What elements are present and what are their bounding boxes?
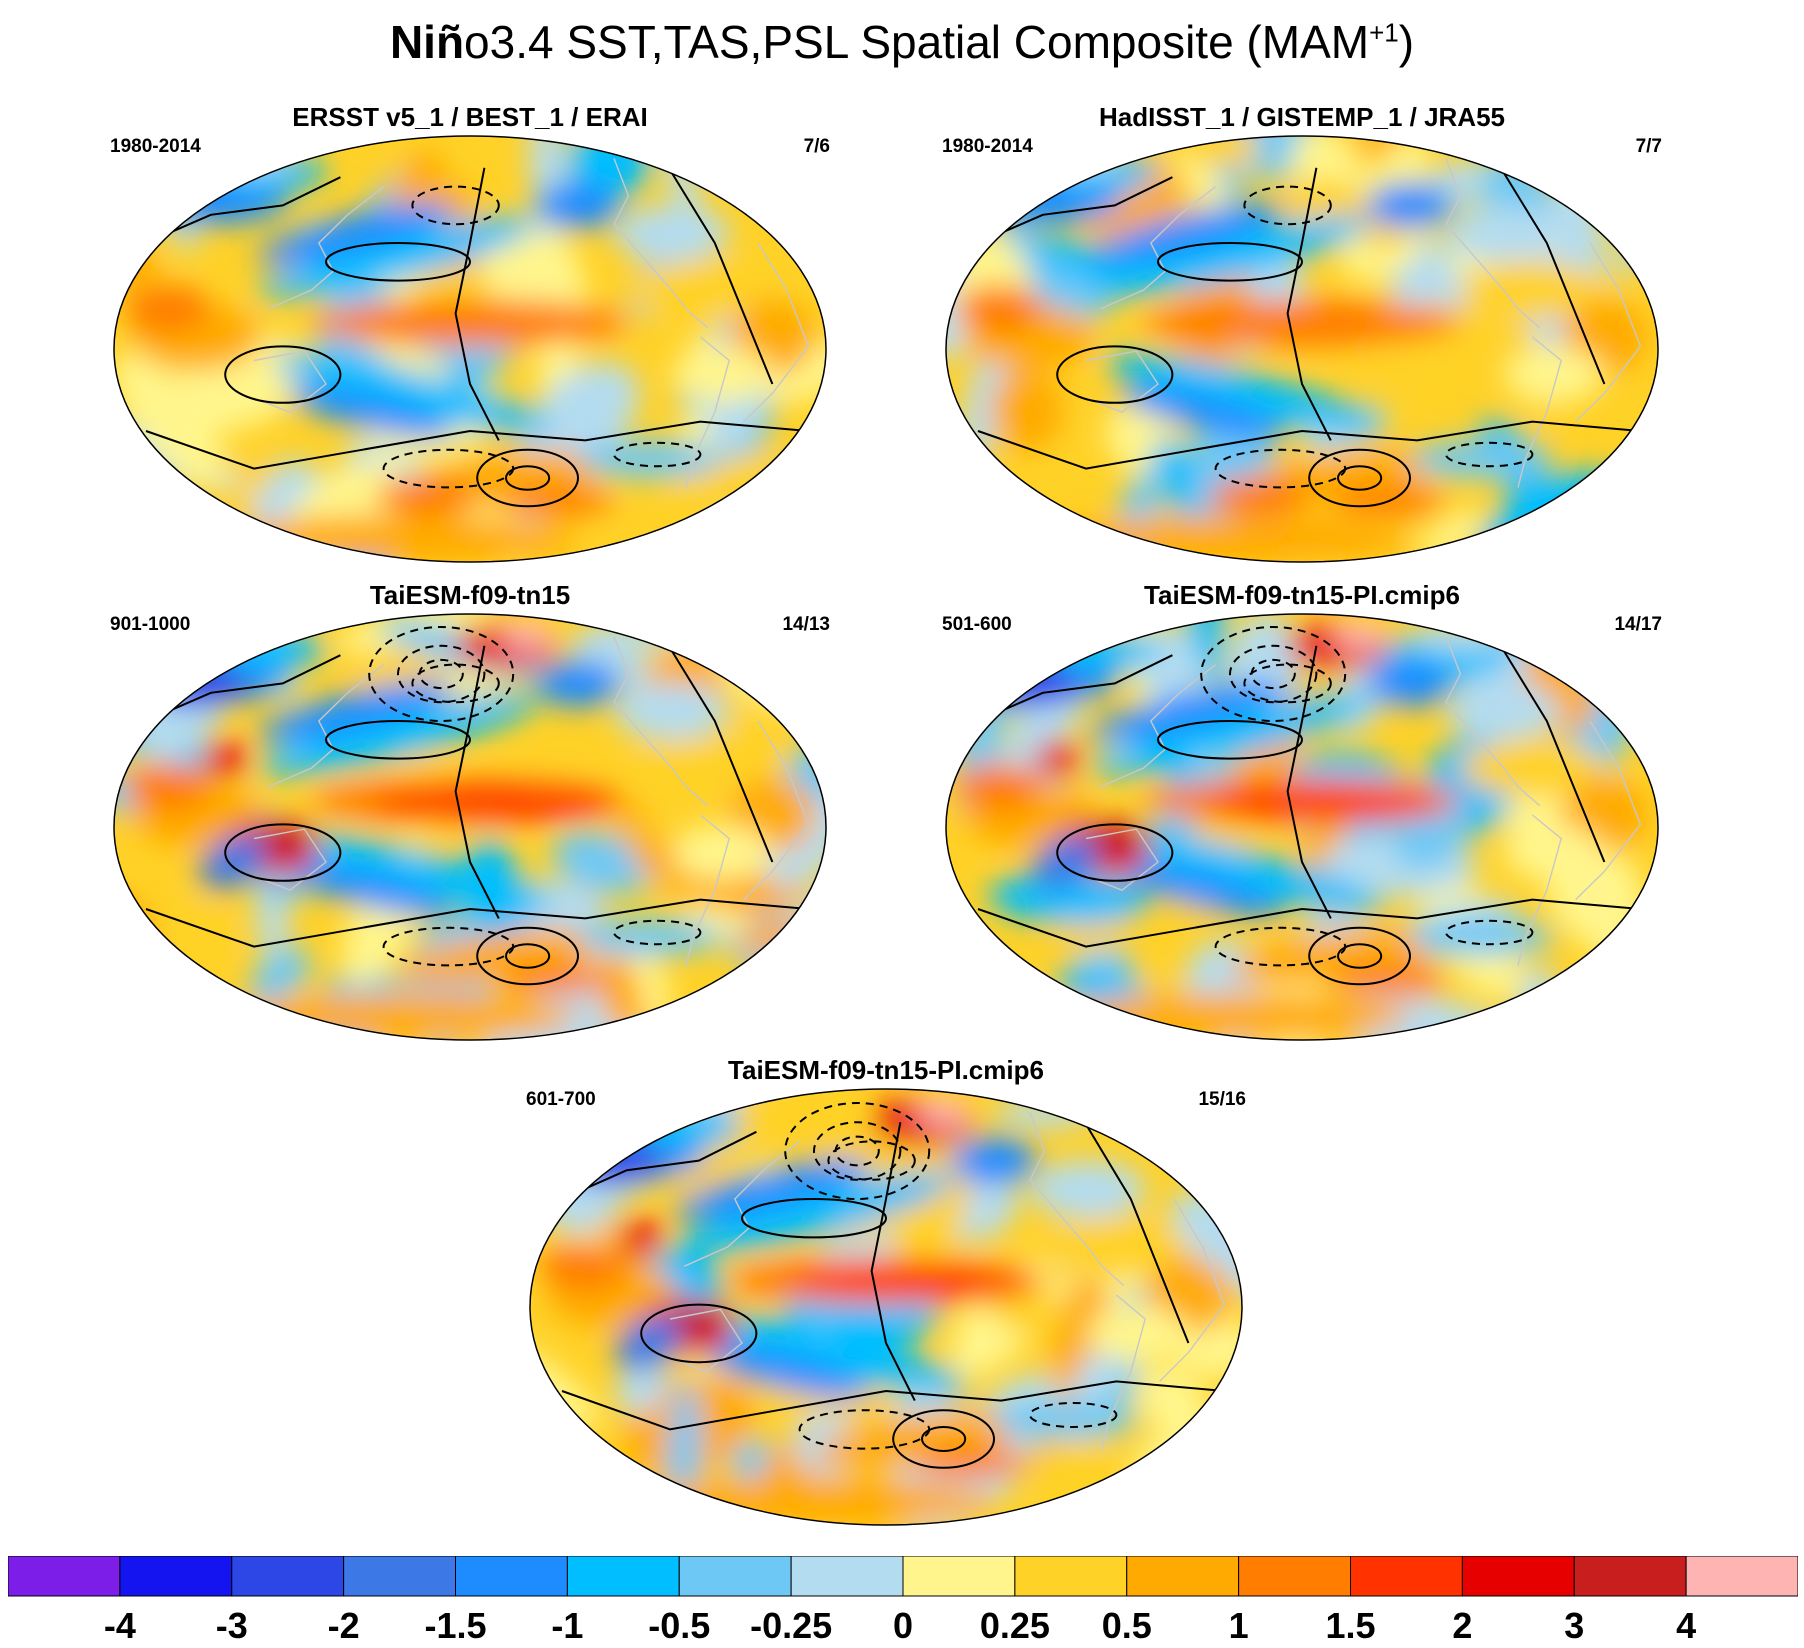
colorbar-swatch [1126, 1556, 1240, 1597]
map-outline [529, 1088, 1243, 1526]
field-layer [114, 614, 826, 1040]
colorbar-swatch [1573, 1556, 1687, 1597]
map-outline [945, 613, 1659, 1041]
count-label: 7/7 [1635, 136, 1662, 157]
colorbar-tick-label: 3 [1564, 1605, 1585, 1646]
map-taiesm-pi-a [945, 613, 1659, 1041]
panel-title: HadISST_1 / GISTEMP_1 / JRA55 [1098, 102, 1506, 132]
colorbar-tick-label: 0.25 [979, 1605, 1050, 1646]
title-close: ) [1398, 16, 1415, 68]
colorbar-swatch [1685, 1556, 1798, 1597]
count-label: 7/6 [803, 136, 830, 157]
colorbar-swatch [678, 1556, 792, 1597]
colorbar-tick-label: 1.5 [1325, 1605, 1376, 1646]
count-label: 14/17 [1614, 614, 1662, 635]
colorbar-swatch [790, 1556, 904, 1597]
colorbar-swatch [455, 1556, 568, 1597]
period-label: 601-700 [526, 1089, 596, 1110]
colorbar-swatch [1350, 1556, 1463, 1597]
colorbar-tick-label: 4 [1676, 1605, 1697, 1646]
field-layer [946, 614, 1658, 1040]
map-outline [113, 135, 827, 563]
map-ersst [113, 135, 827, 563]
map-outline [945, 135, 1659, 563]
colorbar-tick-label: 0 [892, 1605, 914, 1646]
colorbar-swatch [343, 1556, 456, 1597]
colorbar-tick-label: -4 [103, 1605, 136, 1646]
count-label: 14/13 [782, 614, 830, 635]
main-title: Niño3.4 SST,TAS,PSL Spatial Composite (M… [0, 14, 1804, 70]
map-panel-taiesm-pi-a: TaiESM-f09-tn15-PI.cmip6 501-600 14/17 [942, 580, 1662, 1050]
period-label: 1980-2014 [942, 136, 1033, 157]
panel-title: TaiESM-f09-tn15-PI.cmip6 [728, 1055, 1044, 1085]
colorbar-tick-label: 1 [1228, 1605, 1249, 1646]
title-text: o3.4 SST,TAS,PSL Spatial Composite (MAM [464, 16, 1370, 68]
map-outline [113, 613, 827, 1041]
field-layer [946, 136, 1658, 562]
count-label: 15/16 [1198, 1089, 1246, 1110]
map-hadisst [945, 135, 1659, 563]
colorbar-swatch [902, 1556, 1016, 1597]
map-panel-ersst: ERSST v5_1 / BEST_1 / ERAI 1980-2014 7/6 [110, 102, 830, 572]
title-bold: Niñ [389, 16, 465, 68]
map-panel-taiesm: TaiESM-f09-tn15 901-1000 14/13 [110, 580, 830, 1050]
panel-title: TaiESM-f09-tn15-PI.cmip6 [1144, 580, 1460, 610]
colorbar-swatch [566, 1556, 680, 1597]
colorbar-tick-label: 2 [1452, 1605, 1473, 1646]
colorbar-swatch [1014, 1556, 1128, 1597]
period-label: 1980-2014 [110, 136, 201, 157]
colorbar-tick-label: -0.5 [648, 1605, 711, 1646]
colorbar-tick-label: -1.5 [424, 1605, 487, 1646]
field-layer [530, 1089, 1242, 1525]
colorbar-tick-label: -3 [215, 1605, 248, 1646]
panel-title: ERSST v5_1 / BEST_1 / ERAI [292, 102, 648, 132]
colorbar-tick-label: -1 [551, 1605, 584, 1646]
map-panel-hadisst: HadISST_1 / GISTEMP_1 / JRA55 1980-2014 … [942, 102, 1662, 572]
map-taiesm [113, 613, 827, 1041]
period-label: 901-1000 [110, 614, 191, 635]
colorbar-tick-label: -0.25 [750, 1605, 833, 1646]
map-taiesm-pi-b [529, 1088, 1243, 1526]
map-panel-taiesm-pi-b: TaiESM-f09-tn15-PI.cmip6 601-700 15/16 [526, 1055, 1246, 1526]
colorbar-swatch [231, 1556, 345, 1597]
period-label: 501-600 [942, 614, 1012, 635]
colorbar-swatch [119, 1556, 233, 1597]
colorbar-tick-label: 0.5 [1101, 1605, 1152, 1646]
colorbar-swatch [8, 1556, 121, 1597]
title-superscript: +1 [1369, 17, 1399, 48]
colorbar-tick-label: -2 [327, 1605, 360, 1646]
field-layer [114, 136, 826, 562]
colorbar [8, 1556, 1798, 1597]
colorbar-swatch [1238, 1556, 1351, 1597]
colorbar-swatch [1461, 1556, 1575, 1597]
panel-title: TaiESM-f09-tn15 [369, 580, 571, 610]
